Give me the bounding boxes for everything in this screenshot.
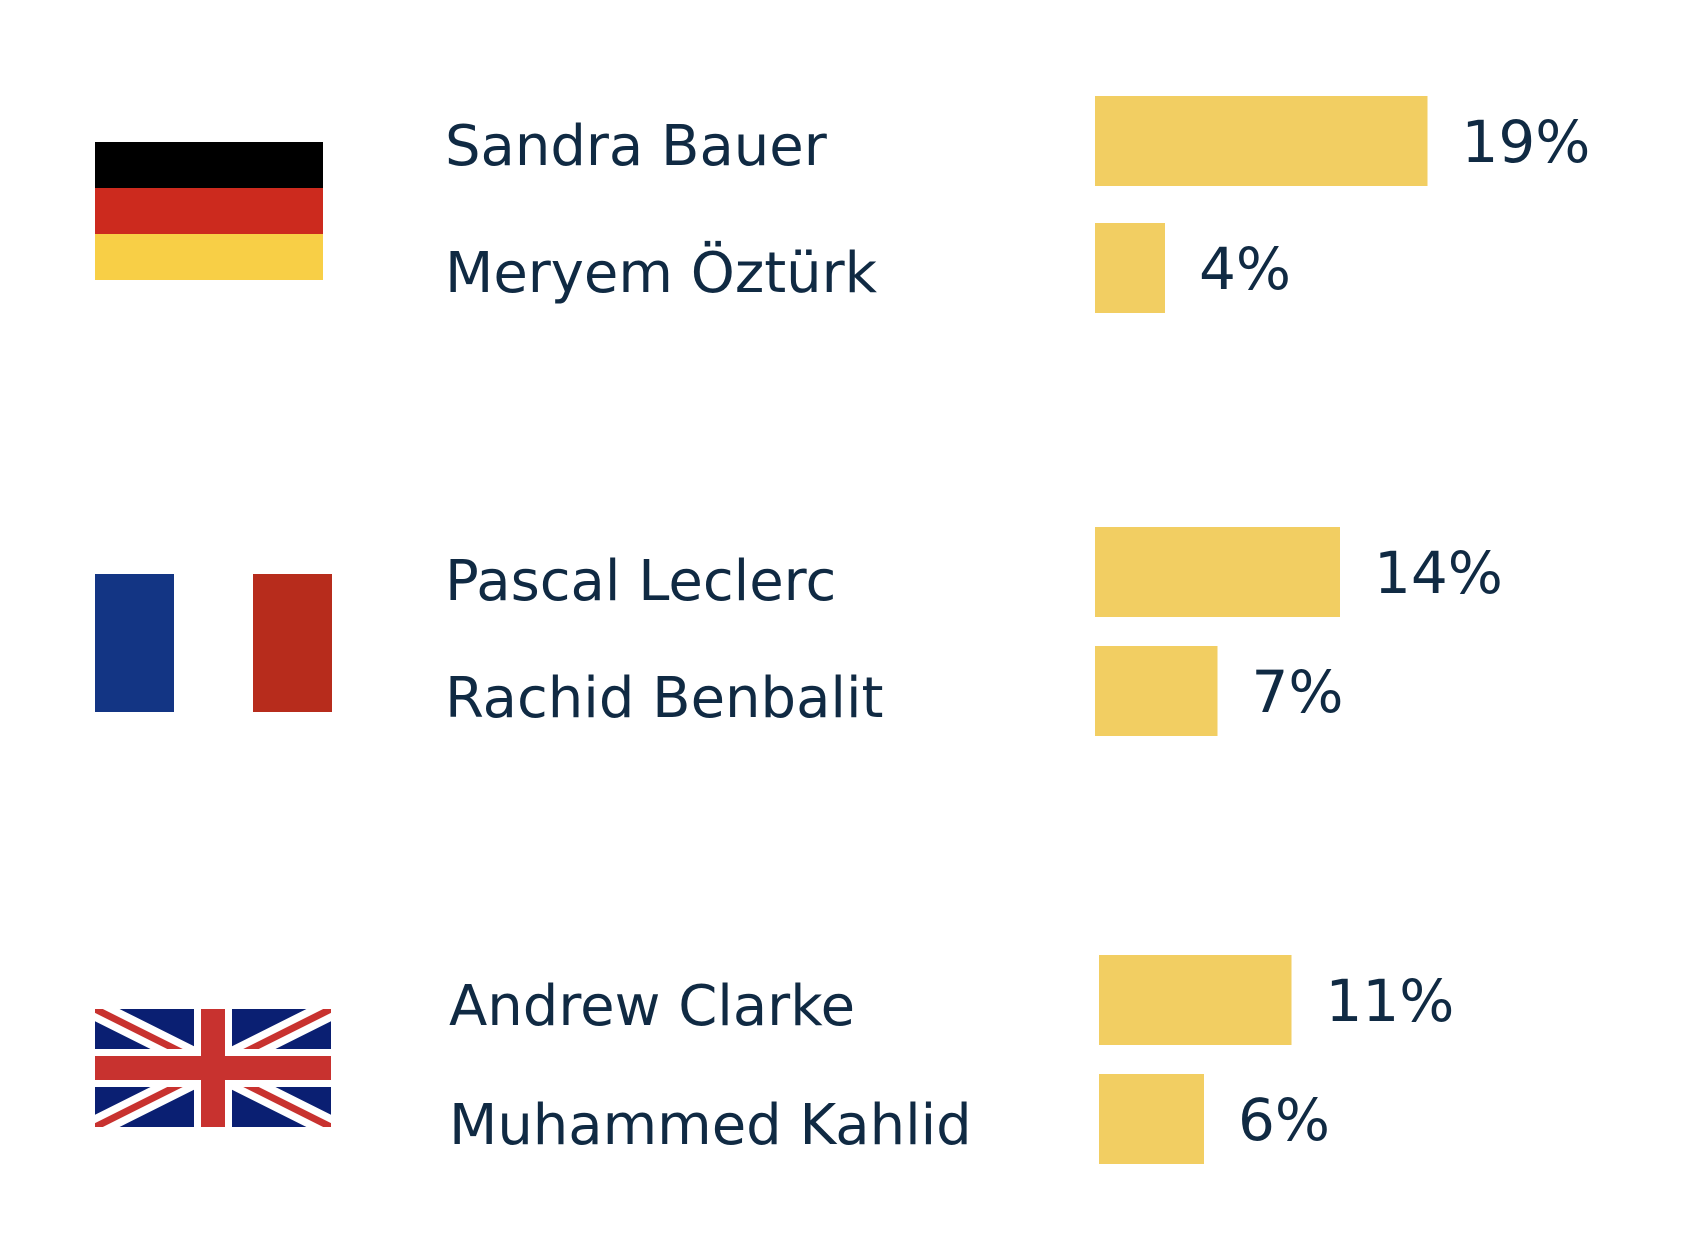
france-flag-stripe-red: [253, 574, 332, 712]
bar: [1095, 96, 1428, 186]
bar: [1095, 223, 1165, 313]
germany-flag-stripe-red: [95, 188, 323, 234]
bar: [1099, 1074, 1204, 1164]
value-label: 19%: [1462, 108, 1591, 176]
value-label: 4%: [1199, 235, 1291, 303]
value-label: 6%: [1238, 1086, 1330, 1154]
bar: [1095, 646, 1218, 736]
germany-flag-icon: [95, 142, 323, 280]
value-label: 7%: [1252, 658, 1344, 726]
name-label: Andrew Clarke: [449, 974, 855, 1039]
name-label: Meryem Öztürk: [445, 241, 878, 306]
bar: [1095, 527, 1340, 617]
uk-flag-icon: [95, 1009, 331, 1127]
name-label: Pascal Leclerc: [445, 549, 836, 614]
name-label: Sandra Bauer: [445, 114, 828, 179]
value-label: 11%: [1326, 967, 1455, 1035]
name-label: Muhammed Kahlid: [449, 1093, 972, 1158]
france-flag-icon: [95, 574, 332, 712]
france-flag-stripe-white: [174, 574, 253, 712]
germany-flag-stripe-black: [95, 142, 323, 188]
uk-flag-cross-red: [95, 1009, 331, 1127]
bar: [1099, 955, 1292, 1045]
name-label: Rachid Benbalit: [445, 666, 883, 731]
france-flag-stripe-blue: [95, 574, 174, 712]
germany-flag-stripe-gold: [95, 234, 323, 280]
value-label: 14%: [1374, 539, 1503, 607]
